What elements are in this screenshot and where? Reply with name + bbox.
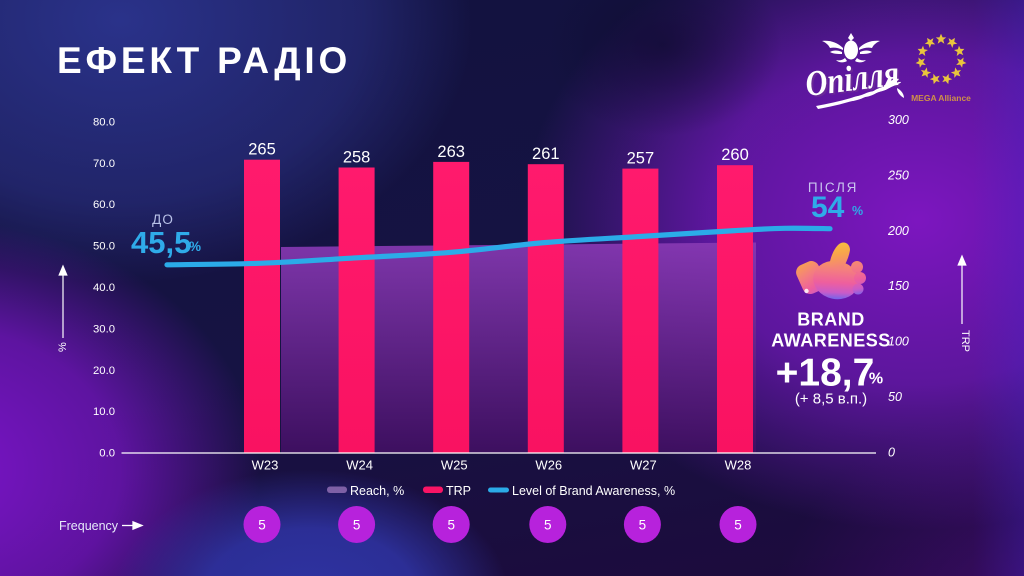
svg-text:250: 250 [887,168,909,182]
svg-text:Reach, %: Reach, % [350,484,404,498]
svg-text:257: 257 [627,150,655,168]
svg-text:261: 261 [532,145,560,163]
svg-text:W25: W25 [441,458,468,473]
svg-text:ДО: ДО [152,212,174,227]
svg-text:263: 263 [437,143,465,161]
svg-text:5: 5 [734,518,742,533]
svg-text:30.0: 30.0 [93,323,115,335]
svg-text:ПІСЛЯ: ПІСЛЯ [808,180,858,195]
svg-text:Level of Brand Awareness, %: Level of Brand Awareness, % [512,484,675,498]
svg-text:%: % [869,371,883,388]
svg-text:40.0: 40.0 [93,282,115,294]
svg-text:%: % [852,204,863,218]
svg-text:260: 260 [721,146,749,164]
svg-text:W28: W28 [725,458,752,473]
svg-text:258: 258 [343,149,371,167]
svg-text:150: 150 [888,279,909,293]
svg-text:0: 0 [888,445,895,459]
svg-text:200: 200 [887,224,909,238]
svg-text:10.0: 10.0 [93,406,115,418]
svg-text:50: 50 [888,390,902,404]
svg-text:265: 265 [248,141,276,159]
svg-text:W26: W26 [535,458,562,473]
svg-text:5: 5 [353,518,361,533]
svg-text:(+ 8,5 в.п.): (+ 8,5 в.п.) [795,391,867,408]
svg-text:45,5: 45,5 [131,225,191,260]
svg-text:+18,7: +18,7 [776,352,875,395]
svg-text:%: % [189,239,201,254]
svg-text:Опілля: Опілля [803,53,901,104]
svg-text:100: 100 [888,335,909,349]
svg-text:54: 54 [811,191,845,224]
svg-text:5: 5 [258,518,266,533]
svg-text:70.0: 70.0 [93,158,115,170]
svg-text:20.0: 20.0 [93,365,115,377]
svg-text:TRP: TRP [446,484,471,498]
svg-text:W23: W23 [252,458,279,473]
svg-text:5: 5 [544,518,552,533]
svg-text:%: % [57,342,69,352]
svg-text:W27: W27 [630,458,657,473]
svg-text:W24: W24 [346,458,373,473]
svg-text:80.0: 80.0 [93,117,115,129]
svg-text:5: 5 [639,518,647,533]
svg-text:Frequency: Frequency [59,519,119,533]
svg-text:TRP: TRP [959,330,971,352]
svg-text:AWARENESS: AWARENESS [771,331,891,351]
svg-text:BRAND: BRAND [797,310,865,330]
svg-text:60.0: 60.0 [93,199,115,211]
svg-text:MEGA Alliance: MEGA Alliance [911,93,971,103]
svg-text:50.0: 50.0 [93,241,115,253]
svg-text:300: 300 [888,113,909,127]
svg-text:0.0: 0.0 [99,448,115,460]
svg-text:5: 5 [447,518,455,533]
